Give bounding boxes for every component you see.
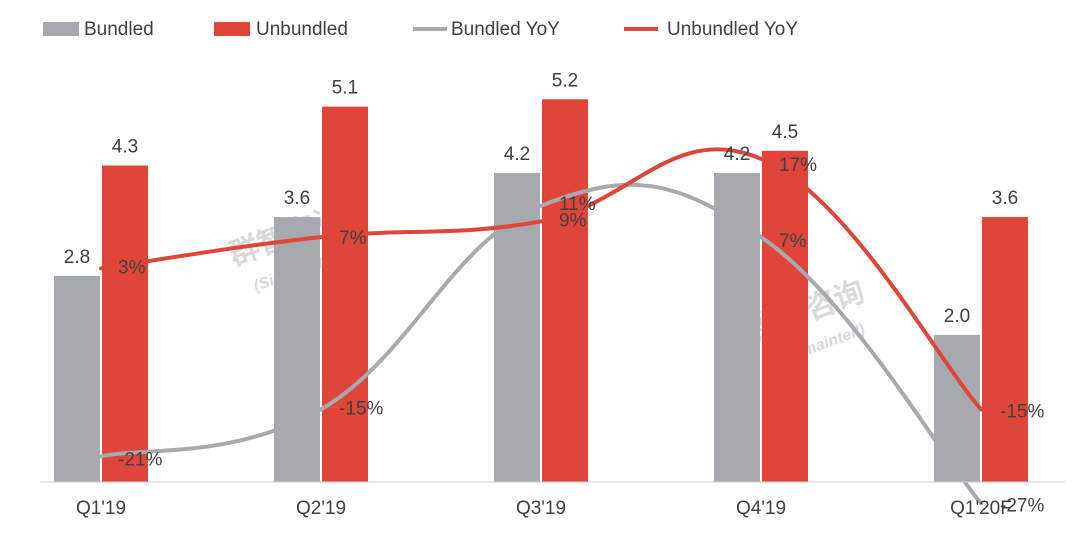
legend-swatch-unbundled [214, 22, 250, 36]
legend-item-unbundled-yoy: Unbundled YoY [624, 19, 798, 40]
yoy-label-bundled-yoy-4: 7% [779, 231, 807, 252]
line-bundled-yoy [99, 182, 983, 506]
legend-item-unbundled: Unbundled [214, 19, 348, 40]
x-tick-label-3: Q3'19 [516, 498, 566, 519]
x-axis-ticks: Q1'19 Q2'19 Q3'19 Q4'19 Q1'20F [76, 498, 1012, 519]
x-tick-label-5: Q1'20F [950, 498, 1012, 519]
x-tick-label-2: Q2'19 [296, 498, 346, 519]
legend-item-bundled-yoy: Bundled YoY [413, 19, 560, 40]
legend-label-unbundled: Unbundled [256, 19, 348, 40]
yoy-label-bundled-yoy-3: 11% [559, 194, 596, 215]
bar-label-unbundled-1: 4.3 [112, 137, 138, 158]
legend-swatch-bundled [43, 22, 79, 36]
x-tick-label-4: Q4'19 [736, 498, 786, 519]
x-tick-label-1: Q1'19 [76, 498, 126, 519]
bar-label-bundled-2: 3.6 [284, 188, 310, 209]
bar-unbundled-5 [982, 217, 1028, 483]
bar-label-bundled-3: 4.2 [504, 144, 530, 165]
legend-label-bundled-yoy: Bundled YoY [451, 19, 560, 40]
yoy-label-unbundled-yoy-4: 17% [779, 155, 817, 176]
yoy-label-unbundled-yoy-5: -15% [1000, 401, 1044, 422]
yoy-label-unbundled-yoy-1: 3% [118, 257, 146, 278]
line-unbundled-yoy [99, 147, 983, 412]
bars [54, 99, 1028, 483]
bar-unbundled-1 [102, 165, 148, 482]
yoy-label-bundled-yoy-1: -21% [118, 449, 162, 470]
bar-label-unbundled-5: 3.6 [992, 188, 1018, 209]
data-labels: 2.8 3.6 4.2 4.2 2.0 4.3 5.1 5.2 4.5 3.6 -21% -15% 11… [64, 70, 1045, 516]
yoy-label-unbundled-yoy-2: 7% [339, 228, 367, 249]
bar-label-bundled-4: 4.2 [724, 144, 750, 165]
bar-unbundled-2 [322, 106, 368, 482]
bar-bundled-1 [54, 275, 100, 482]
legend-label-bundled: Bundled [84, 19, 154, 40]
bar-label-bundled-1: 2.8 [64, 247, 90, 268]
bar-unbundled-3 [542, 99, 588, 482]
legend-item-bundled: Bundled [43, 19, 154, 40]
bar-unbundled-4 [762, 150, 808, 483]
bar-label-unbundled-3: 5.2 [552, 70, 578, 91]
legend: Bundled Unbundled Bundled YoY Unbundled YoY [43, 19, 798, 40]
bar-label-unbundled-2: 5.1 [332, 78, 358, 99]
bar-label-unbundled-4: 4.5 [772, 122, 798, 143]
yoy-lines [99, 147, 983, 506]
yoy-label-bundled-yoy-5: -27% [1000, 495, 1044, 516]
bar-label-bundled-5: 2.0 [944, 306, 970, 327]
legend-label-unbundled-yoy: Unbundled YoY [667, 19, 798, 40]
bar-bundled-2 [274, 217, 320, 483]
yoy-label-unbundled-yoy-3: 9% [559, 210, 587, 231]
bar-bundled-4 [714, 172, 760, 482]
yoy-label-bundled-yoy-2: -15% [339, 398, 383, 419]
